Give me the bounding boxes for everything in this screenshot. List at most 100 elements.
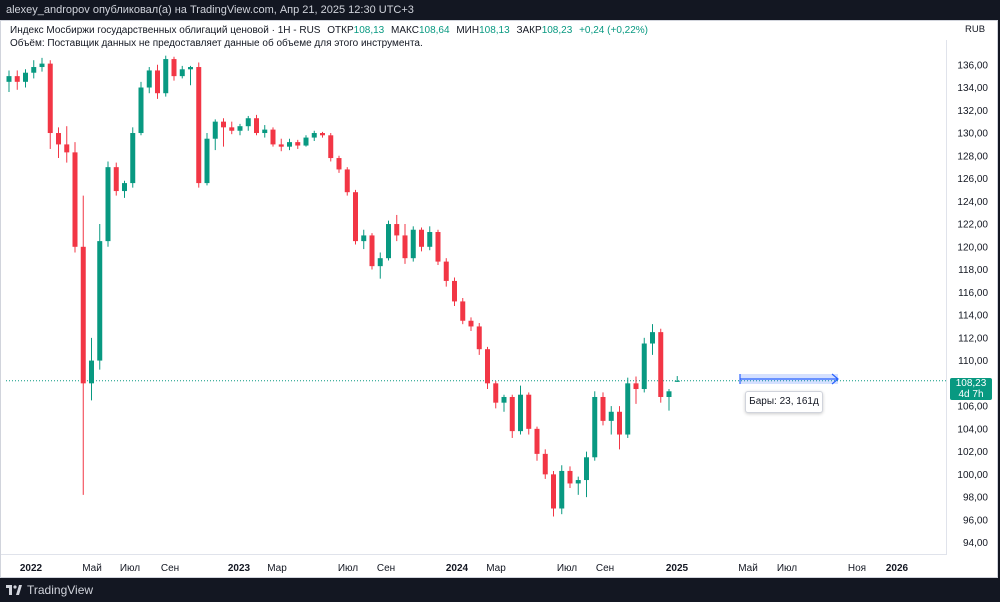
candle-body[interactable] <box>14 76 20 82</box>
x-axis-ticks: 2022 Май Июл Сен 2023 Мар Июл Сен 2024 Мар Июл Сен 2… <box>20 563 909 574</box>
candle-body[interactable] <box>435 232 441 262</box>
candle-body[interactable] <box>559 470 565 509</box>
publish-text: alexey_andropov опубликовал(а) на Tradin… <box>6 4 414 16</box>
candle-body[interactable] <box>320 133 325 136</box>
candle-body[interactable] <box>650 332 655 344</box>
candle-body[interactable] <box>138 87 144 134</box>
x-tick-label: 2024 <box>446 563 469 574</box>
candle-body[interactable] <box>204 138 210 184</box>
candle-body[interactable] <box>72 152 78 247</box>
candle-body[interactable] <box>56 133 61 145</box>
y-tick-label: 98,00 <box>963 493 988 504</box>
candle-body[interactable] <box>262 129 268 134</box>
candle-body[interactable] <box>179 69 185 77</box>
candle-body[interactable] <box>229 127 235 131</box>
candle-body[interactable] <box>625 383 631 435</box>
measure-tooltip: Бары: 23, 161д <box>745 391 823 413</box>
candle-body[interactable] <box>80 246 86 384</box>
candle-body[interactable] <box>336 158 342 170</box>
candle-body[interactable] <box>592 396 598 458</box>
candle-body[interactable] <box>509 396 515 432</box>
candle-body[interactable] <box>113 167 119 192</box>
candle-body[interactable] <box>658 332 664 397</box>
candle-body[interactable] <box>526 394 532 429</box>
candle-body[interactable] <box>295 142 301 146</box>
candle-body[interactable] <box>567 470 573 484</box>
candle-body[interactable] <box>353 192 358 242</box>
candle-body[interactable] <box>584 457 589 481</box>
candle-body[interactable] <box>237 126 243 131</box>
candle-body[interactable] <box>443 261 449 281</box>
candle-body[interactable] <box>419 229 424 247</box>
y-tick-label: 104,00 <box>957 424 988 435</box>
candle-body[interactable] <box>674 380 680 382</box>
candle-body[interactable] <box>617 411 622 435</box>
candle-body[interactable] <box>278 144 284 147</box>
candle-body[interactable] <box>303 137 309 146</box>
candle-body[interactable] <box>575 480 581 484</box>
candle-body[interactable] <box>171 59 177 77</box>
candle-body[interactable] <box>89 360 94 384</box>
measure-arrow-head[interactable] <box>831 373 839 385</box>
candle-body[interactable] <box>608 411 614 421</box>
candle-body[interactable] <box>31 67 37 73</box>
candle-body[interactable] <box>641 343 647 390</box>
volume-note: Объём: Поставщик данных не предоставляет… <box>10 38 423 49</box>
candle-body[interactable] <box>311 133 317 138</box>
candle-body[interactable] <box>328 135 334 159</box>
candle-body[interactable] <box>212 121 218 139</box>
currency-label[interactable]: RUB <box>964 24 986 35</box>
measure-tool[interactable] <box>739 373 839 385</box>
candle-body[interactable] <box>402 235 408 259</box>
candle-body[interactable] <box>518 394 523 432</box>
candle-body[interactable] <box>344 169 350 193</box>
candle-body[interactable] <box>394 224 400 236</box>
tradingview-logo[interactable]: TradingView <box>6 583 93 597</box>
candle-body[interactable] <box>221 121 226 128</box>
y-tick-label: 132,00 <box>957 106 988 117</box>
candle-body[interactable] <box>501 396 507 403</box>
candle-body[interactable] <box>493 383 499 403</box>
candle-body[interactable] <box>468 320 474 327</box>
candle-body[interactable] <box>485 349 490 384</box>
x-tick-label: 2026 <box>886 563 909 574</box>
candle-body[interactable] <box>105 167 111 242</box>
x-tick-label: Сен <box>596 563 614 574</box>
candle-body[interactable] <box>146 70 152 88</box>
candle-body[interactable] <box>452 280 457 302</box>
candle-body[interactable] <box>39 63 45 68</box>
candle-body[interactable] <box>155 70 160 94</box>
candle-body[interactable] <box>6 76 12 82</box>
candle-body[interactable] <box>130 133 136 184</box>
candle-body[interactable] <box>542 453 548 475</box>
candle-body[interactable] <box>287 142 292 147</box>
candle-body[interactable] <box>476 326 482 350</box>
candle-body[interactable] <box>410 229 416 259</box>
candle-body[interactable] <box>551 474 556 509</box>
candle-body[interactable] <box>64 144 70 153</box>
candle-body[interactable] <box>361 235 367 242</box>
candle-body[interactable] <box>534 428 540 454</box>
candle-body[interactable] <box>369 235 375 267</box>
candle-body[interactable] <box>600 396 606 421</box>
candle-body[interactable] <box>163 59 169 94</box>
candle-body[interactable] <box>633 383 639 390</box>
candle-body[interactable] <box>460 301 466 321</box>
candle-body[interactable] <box>23 72 28 82</box>
candle-body[interactable] <box>386 224 391 259</box>
candle-body[interactable] <box>122 183 127 192</box>
x-tick-label: 2023 <box>228 563 251 574</box>
candle-body[interactable] <box>254 118 259 134</box>
candle-body[interactable] <box>188 67 193 70</box>
candle-body[interactable] <box>377 258 383 267</box>
candle-body[interactable] <box>666 391 672 397</box>
y-tick-label: 126,00 <box>957 174 988 185</box>
candle-body[interactable] <box>245 118 251 127</box>
candle-body[interactable] <box>47 63 53 134</box>
candle-body[interactable] <box>270 129 276 145</box>
candle-body[interactable] <box>196 67 202 184</box>
candle-body[interactable] <box>427 232 433 247</box>
time-axis-separator <box>1 554 947 555</box>
candle-body[interactable] <box>97 241 103 361</box>
